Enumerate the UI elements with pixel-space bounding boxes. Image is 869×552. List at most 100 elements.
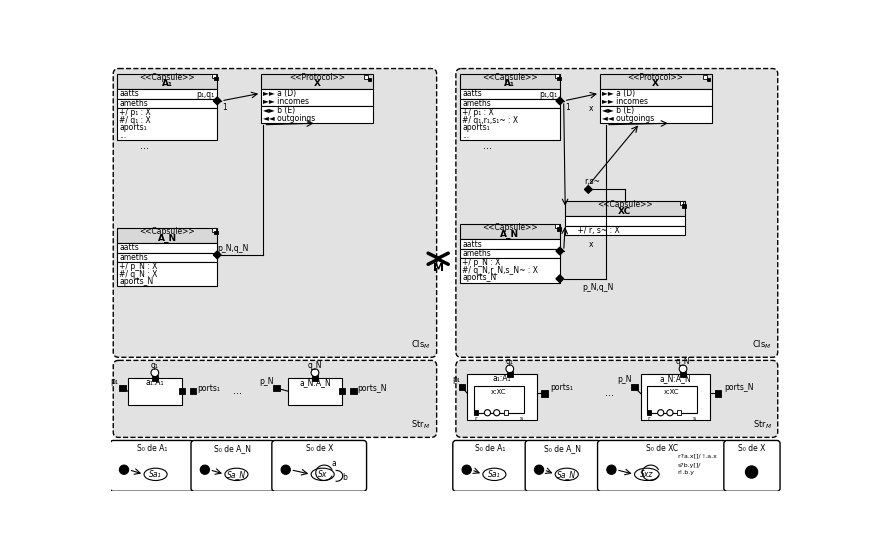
Bar <box>459 258 559 283</box>
Bar <box>119 385 125 391</box>
Text: b: b <box>342 473 346 482</box>
Polygon shape <box>584 185 592 193</box>
Bar <box>600 74 711 89</box>
Bar <box>459 249 559 258</box>
Circle shape <box>461 465 471 474</box>
Text: ports_N: ports_N <box>723 383 753 392</box>
Text: #/ q₁ : X: #/ q₁ : X <box>119 115 151 125</box>
Text: ...: ... <box>119 131 126 140</box>
Text: ports₁: ports₁ <box>550 383 573 392</box>
Text: p₁,q₁: p₁,q₁ <box>539 90 557 99</box>
Text: ◄◄ outgoings: ◄◄ outgoings <box>263 114 315 123</box>
Bar <box>459 74 559 89</box>
Bar <box>363 75 368 79</box>
Text: ameths: ameths <box>119 253 148 262</box>
Text: q_N: q_N <box>308 360 322 369</box>
Text: <<Capsule>>: <<Capsule>> <box>596 200 652 209</box>
Bar <box>680 371 686 378</box>
Text: x:XC: x:XC <box>663 389 679 395</box>
Circle shape <box>679 365 687 373</box>
Text: +/ r, s~ : X: +/ r, s~ : X <box>567 226 619 235</box>
Text: p_N: p_N <box>616 375 631 384</box>
FancyBboxPatch shape <box>191 440 274 491</box>
Bar <box>117 99 217 108</box>
Text: <<Protocol>>: <<Protocol>> <box>289 73 344 82</box>
Bar <box>565 216 684 226</box>
Bar <box>473 386 523 413</box>
Text: a: a <box>331 459 336 468</box>
Text: a_N:A_N: a_N:A_N <box>299 378 330 387</box>
Text: ...: ... <box>233 386 242 396</box>
Text: q_N: q_N <box>675 357 689 365</box>
FancyBboxPatch shape <box>455 360 777 437</box>
Bar <box>261 89 372 107</box>
Text: ...: ... <box>461 131 468 140</box>
Bar <box>554 225 558 229</box>
Text: s: s <box>519 416 522 421</box>
Text: r: r <box>647 416 650 421</box>
Text: s: s <box>693 416 695 421</box>
Text: r: r <box>474 416 477 421</box>
Bar <box>215 77 218 81</box>
Circle shape <box>506 365 513 373</box>
Bar <box>459 99 559 108</box>
Text: Cls$_M$: Cls$_M$ <box>751 338 771 351</box>
Bar <box>117 253 217 262</box>
Bar <box>676 411 680 415</box>
Text: aatts: aatts <box>119 243 139 252</box>
Bar <box>273 385 279 391</box>
Text: M: M <box>432 263 443 273</box>
Text: ports₁: ports₁ <box>197 384 220 392</box>
Text: aports₁: aports₁ <box>461 123 489 132</box>
Text: r?a.x[]/ !.a.x: r?a.x[]/ !.a.x <box>677 453 716 458</box>
Text: ports_N: ports_N <box>357 384 387 392</box>
Polygon shape <box>555 97 563 105</box>
Text: <<Protocol>>: <<Protocol>> <box>627 73 683 82</box>
Text: aports_N: aports_N <box>461 273 495 283</box>
Text: <<Capsule>>: <<Capsule>> <box>139 73 195 82</box>
Bar <box>713 390 720 396</box>
Bar <box>350 388 356 394</box>
Bar <box>311 375 318 381</box>
Text: ►► a (D): ►► a (D) <box>263 89 296 98</box>
Bar <box>117 89 217 99</box>
Text: Sa_N: Sa_N <box>556 470 575 479</box>
Text: +/ p₁ : X: +/ p₁ : X <box>461 108 494 117</box>
Bar <box>631 384 637 390</box>
Bar <box>117 74 217 89</box>
Text: q₁: q₁ <box>505 357 513 365</box>
Text: #/ q_N,r_N,s_N~ : X: #/ q_N,r_N,s_N~ : X <box>461 266 537 275</box>
Text: <<Capsule>>: <<Capsule>> <box>481 73 537 82</box>
Text: aatts: aatts <box>119 89 139 98</box>
Circle shape <box>484 410 490 416</box>
Text: a₁:A₁: a₁:A₁ <box>492 374 511 383</box>
Text: X: X <box>313 79 320 88</box>
FancyBboxPatch shape <box>113 68 436 357</box>
Circle shape <box>311 369 318 376</box>
Text: aports₁: aports₁ <box>119 123 147 132</box>
Circle shape <box>667 410 673 416</box>
Text: <<Capsule>>: <<Capsule>> <box>139 227 195 236</box>
Bar <box>128 378 182 405</box>
Text: S₀ de A₁: S₀ de A₁ <box>474 444 505 453</box>
Text: #/ q_N : X: #/ q_N : X <box>119 269 157 279</box>
Text: p₁: p₁ <box>451 375 459 384</box>
Bar <box>117 228 217 243</box>
Text: #/ q₁,r₁,s₁~ : X: #/ q₁,r₁,s₁~ : X <box>461 115 518 125</box>
Text: ►► incomes: ►► incomes <box>263 97 309 106</box>
Bar <box>679 201 683 205</box>
Circle shape <box>119 465 129 474</box>
Text: Sa₁: Sa₁ <box>488 470 500 479</box>
Text: Cls$_M$: Cls$_M$ <box>410 338 430 351</box>
Bar <box>640 374 709 421</box>
Text: s?b.y[]/: s?b.y[]/ <box>677 463 700 468</box>
Text: S₀ de A₁: S₀ de A₁ <box>136 444 167 453</box>
Bar <box>212 229 216 232</box>
Text: p_N: p_N <box>259 378 274 386</box>
Text: S₀ de A_N: S₀ de A_N <box>544 444 580 453</box>
Text: Str$_M$: Str$_M$ <box>752 419 771 431</box>
Text: aatts: aatts <box>461 240 481 248</box>
Bar <box>212 75 216 78</box>
Text: ►► a (D): ►► a (D) <box>601 89 634 98</box>
Text: 1: 1 <box>565 103 569 112</box>
